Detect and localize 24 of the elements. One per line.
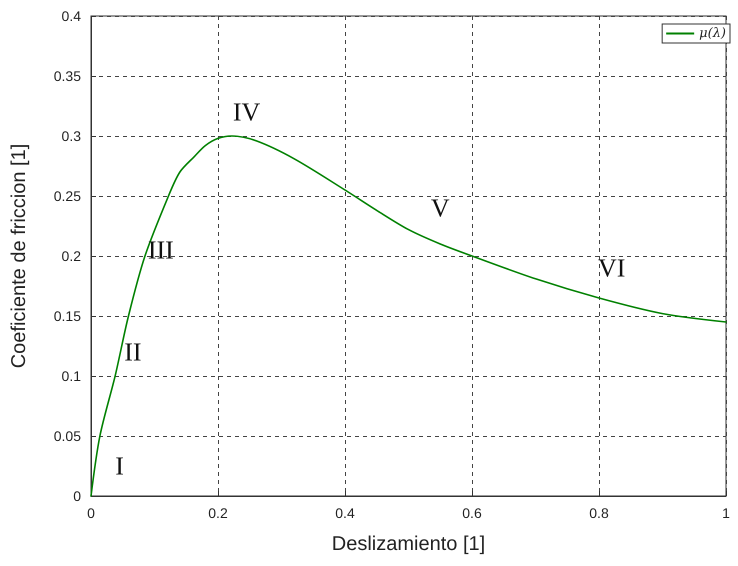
y-tick-label: 0.15 <box>54 308 82 324</box>
x-tick-label: 0.8 <box>589 505 609 521</box>
y-tick-label: 0.1 <box>62 368 82 384</box>
y-tick-label: 0.25 <box>54 188 82 204</box>
x-tick-label: 0.6 <box>462 505 482 521</box>
y-tick-label: 0.3 <box>62 128 82 144</box>
y-tick-label: 0 <box>73 488 82 504</box>
x-tick-label: 0.4 <box>335 505 355 521</box>
y-tick-label: 0.2 <box>62 248 82 264</box>
annotation: VI <box>598 254 626 282</box>
y-tick-label: 0.4 <box>62 8 82 24</box>
annotation: III <box>148 236 174 264</box>
x-tick-label: 0.2 <box>208 505 228 521</box>
x-tick-label: 0 <box>87 505 96 521</box>
annotation: II <box>124 338 142 366</box>
annotation: V <box>430 194 450 222</box>
y-tick-label: 0.35 <box>54 68 82 84</box>
y-tick-label: 0.05 <box>54 428 82 444</box>
x-axis-title: Deslizamiento [1] <box>332 533 486 555</box>
annotation: IV <box>232 98 261 126</box>
legend-label: μ(λ) <box>699 26 726 41</box>
y-axis-title: Coeficiente de friccion [1] <box>8 144 30 368</box>
annotation: I <box>115 452 124 480</box>
x-tick-label: 1 <box>722 505 730 521</box>
